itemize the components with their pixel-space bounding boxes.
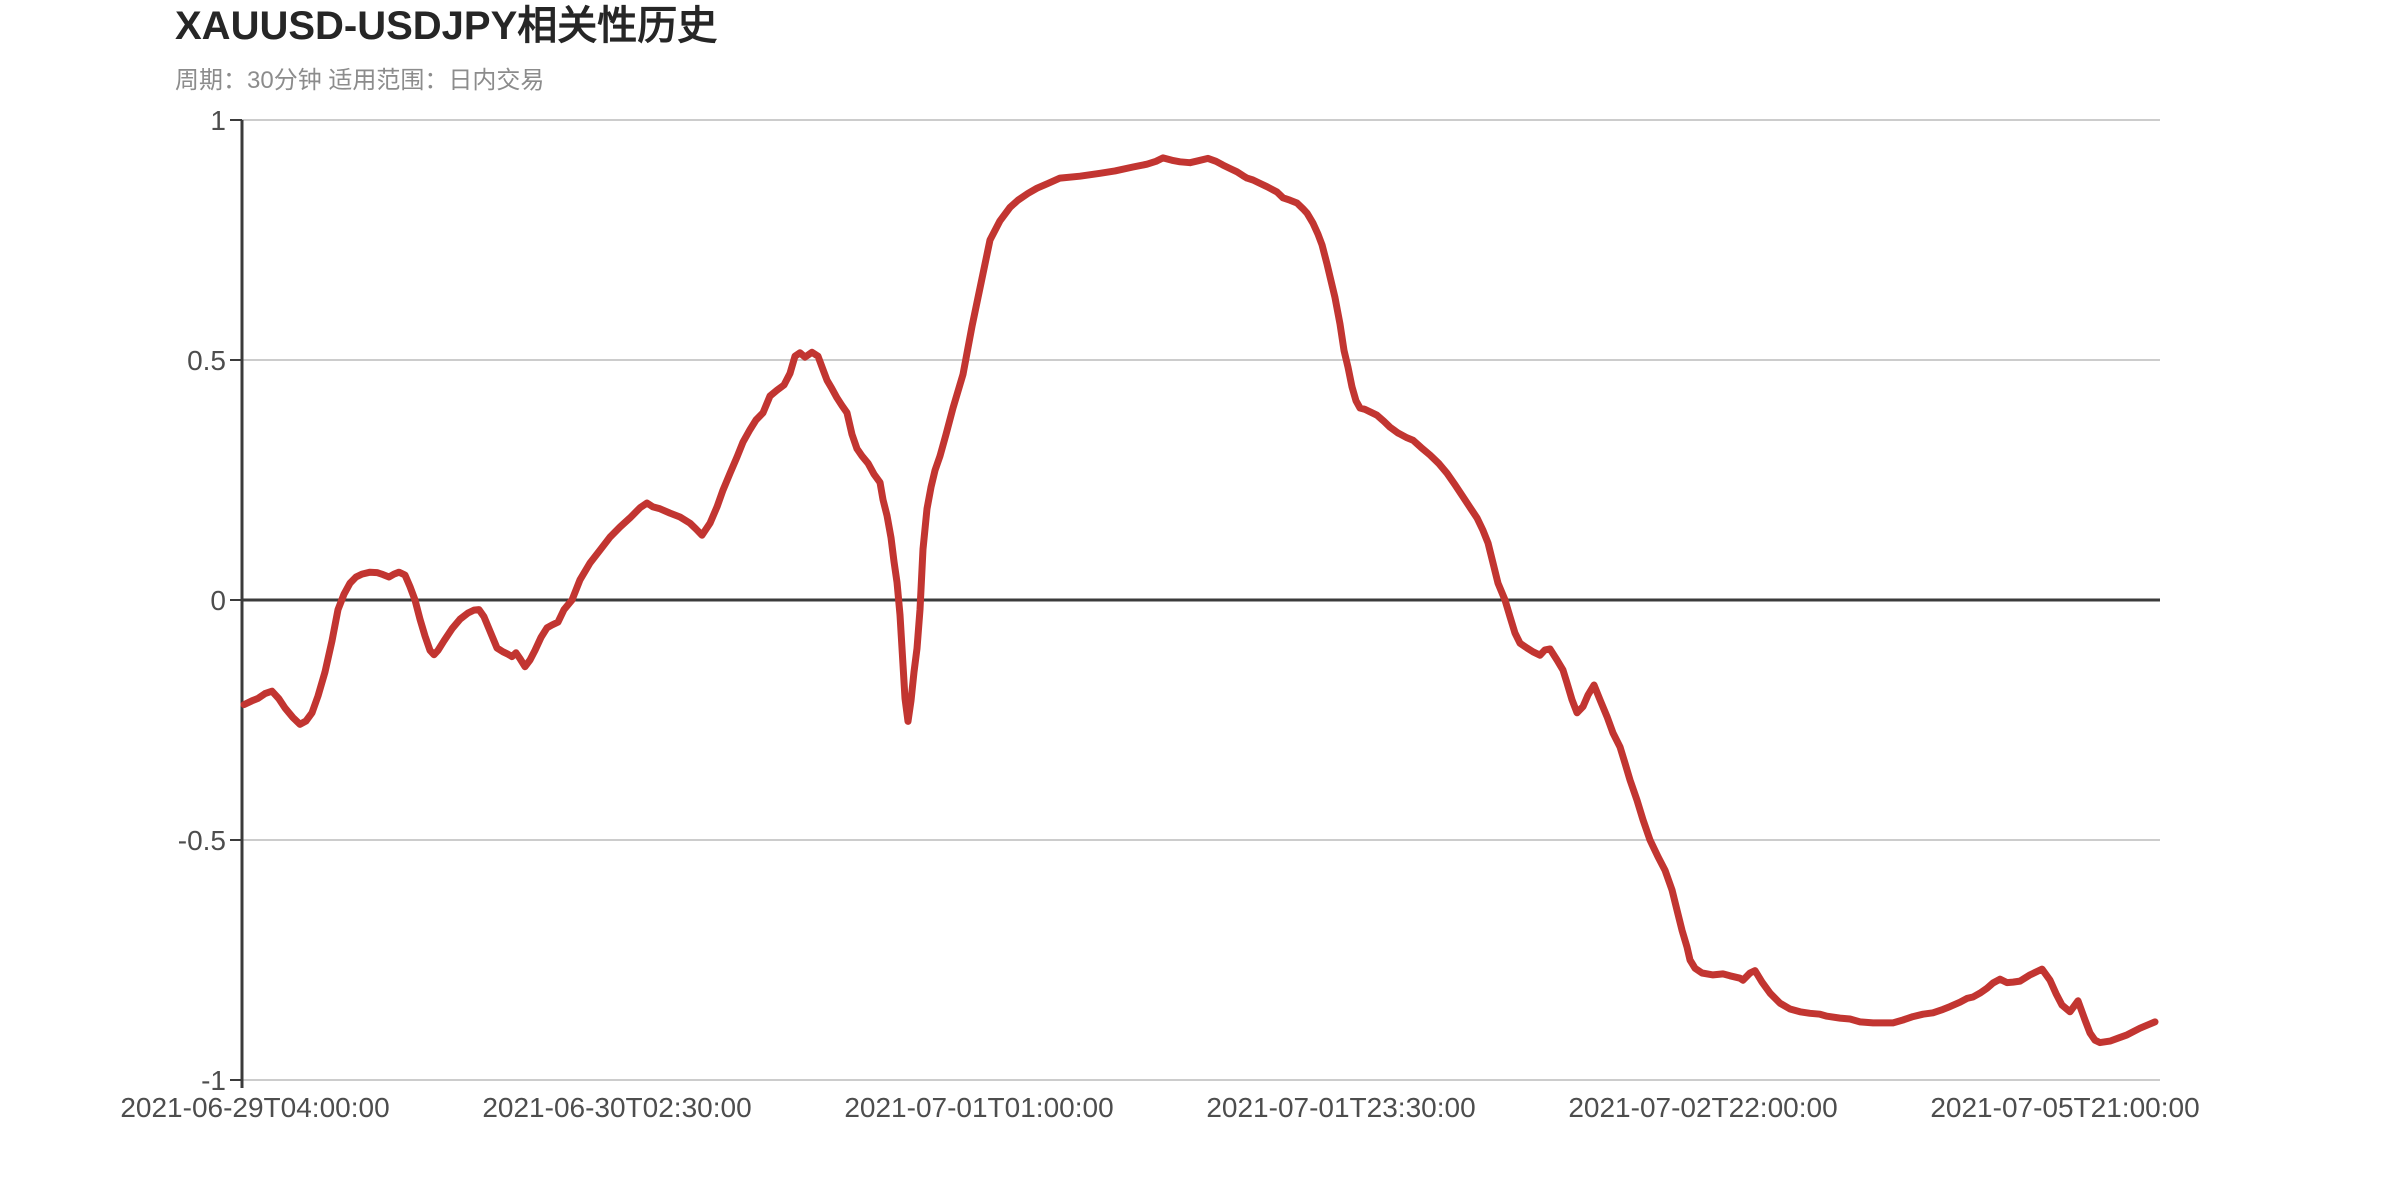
x-tick-label: 2021-07-01T23:30:00 (1206, 1092, 1475, 1123)
y-tick-label: 0.5 (187, 345, 226, 376)
x-tick-label: 2021-06-30T02:30:00 (482, 1092, 751, 1123)
x-tick-label: 2021-07-01T01:00:00 (844, 1092, 1113, 1123)
chart-title: XAUUSD-USDJPY相关性历史 (175, 4, 718, 48)
chart-subtitle: 周期：30分钟 适用范围：日内交易 (175, 67, 545, 94)
x-tick-label: 2021-07-05T21:00:00 (1930, 1092, 2199, 1123)
correlation-series-line[interactable] (240, 154, 2159, 1047)
y-tick-label: -1 (201, 1065, 226, 1096)
y-tick-label: 1 (210, 105, 226, 136)
y-tick-label: 0 (210, 585, 226, 616)
x-tick-label: 2021-06-29T04:00:00 (120, 1092, 389, 1123)
y-tick-label: -0.5 (178, 825, 226, 856)
x-tick-label: 2021-07-02T22:00:00 (1568, 1092, 1837, 1123)
